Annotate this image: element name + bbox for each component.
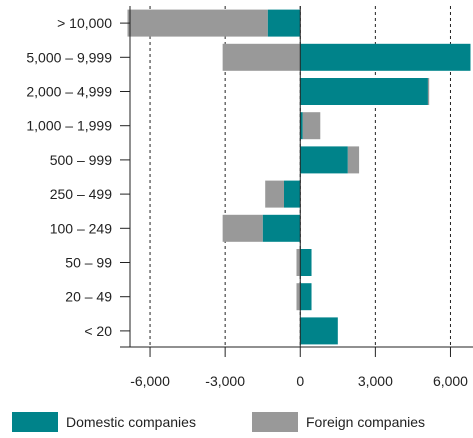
bar-domestic [300,283,312,311]
bar-domestic [300,317,338,345]
y-tick-label: 500 – 999 [50,152,112,168]
y-tick-label: 20 – 49 [65,289,112,305]
bar-domestic [262,214,301,242]
legend: Domestic companies Foreign companies [0,412,473,438]
bar-domestic [300,249,312,276]
bar-foreign [427,78,430,105]
legend-label-foreign: Foreign companies [306,414,426,430]
x-tick-label: 0 [296,373,304,389]
bar-domestic [283,180,301,208]
legend-swatch-domestic [12,412,58,432]
bar-foreign [127,9,268,37]
bar-domestic [267,9,301,37]
y-tick-label: 100 – 249 [50,220,112,236]
bar-foreign [265,180,284,208]
bar-layer [127,9,471,345]
x-tick-label: -3,000 [205,373,245,389]
x-tick-label: -6,000 [130,373,170,389]
bar-foreign [296,283,301,311]
legend-item-foreign: Foreign companies [252,412,425,432]
y-tick-label: 50 – 99 [65,255,112,271]
chart: -6,000 -3,000 0 3,000 6,000 > 10,000 5,000 – 9… [26,6,473,389]
legend-swatch-foreign [252,412,298,432]
y-tick-label: 1,000 – 1,999 [26,118,112,134]
bar-foreign [302,112,321,140]
y-tick-label: 250 – 499 [50,186,112,202]
bar-domestic [300,78,428,105]
x-tick-label: 6,000 [433,373,468,389]
bar-foreign [347,146,360,174]
bar-domestic [300,43,471,71]
label-layer: -6,000 -3,000 0 3,000 6,000 > 10,000 5,000 – 9… [26,15,468,389]
y-tick-label: > 10,000 [57,15,112,31]
legend-item-domestic: Domestic companies [12,412,196,432]
bar-domestic [300,112,303,140]
bar-foreign [296,249,301,276]
bar-foreign [222,43,301,71]
axis-layer [120,6,473,357]
bar-domestic [300,146,348,174]
x-tick-label: 3,000 [358,373,393,389]
y-tick-label: 5,000 – 9,999 [26,49,112,65]
y-tick-label: 2,000 – 4,999 [26,84,112,100]
bar-foreign [222,214,263,242]
y-tick-label: < 20 [84,323,112,339]
legend-label-domestic: Domestic companies [66,414,196,430]
